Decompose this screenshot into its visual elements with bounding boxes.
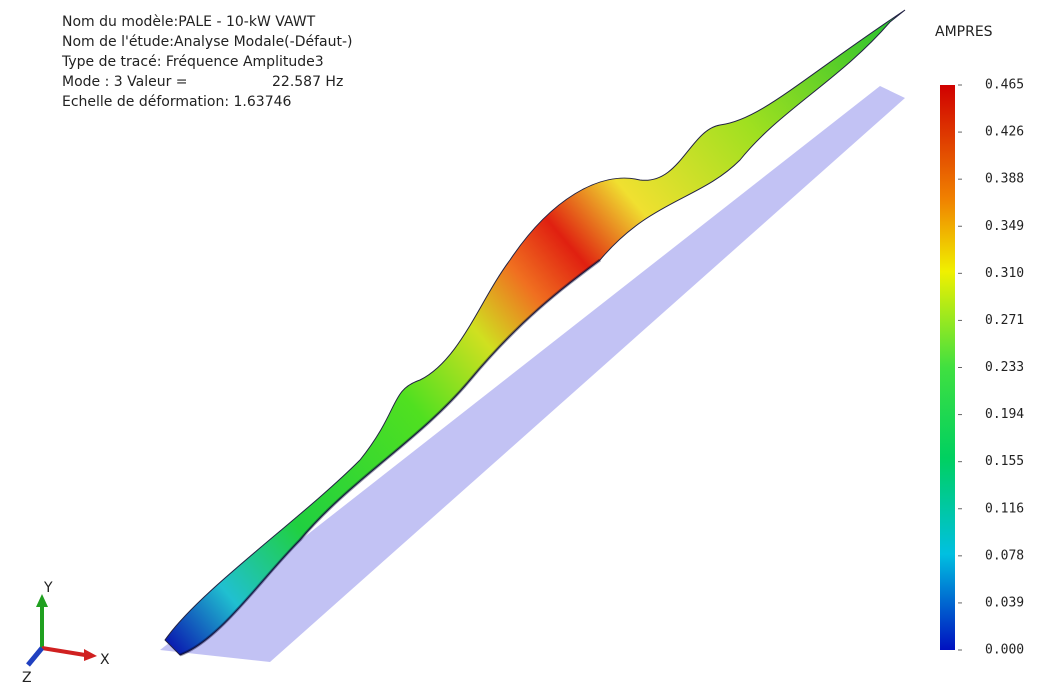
study-info: Nom du modèle:PALE - 10-kW VAWT Nom de l'…: [61, 14, 352, 110]
viewport: Nom du modèle:PALE - 10-kW VAWT Nom de l'…: [0, 0, 1037, 693]
info-line: Nom de l'étude:Analyse Modale(-Défaut-): [62, 34, 352, 50]
z-axis-arrow: [28, 648, 42, 665]
legend-ticks: 0.465 0.426 0.388 0.349 0.310 0.271 0.233 0.194…: [958, 78, 1024, 658]
tick-label: 0.388: [985, 172, 1024, 187]
mode-value: 22.587 Hz: [272, 74, 343, 90]
tick-label: 0.310: [985, 266, 1024, 281]
x-label: X: [100, 652, 110, 668]
color-bar: [940, 85, 955, 650]
tick-label: 0.039: [985, 595, 1024, 610]
tick-label: 0.465: [985, 78, 1024, 93]
info-line: Type de tracé: Fréquence Amplitude3: [61, 54, 324, 70]
deformation-scale: Echelle de déformation: 1.63746: [62, 94, 292, 110]
axis-triad: Y X Z: [22, 580, 110, 686]
tick-label: 0.349: [985, 219, 1024, 234]
tick-label: 0.155: [985, 454, 1024, 469]
tick-label: 0.000: [985, 643, 1024, 658]
x-axis-arrow: [42, 648, 85, 655]
tick-label: 0.116: [985, 501, 1024, 516]
tick-label: 0.426: [985, 125, 1024, 140]
page: Nom du modèle:PALE - 10-kW VAWT Nom de l'…: [0, 0, 1037, 693]
legend-title: AMPRES: [935, 24, 993, 40]
x-arrow-head: [84, 649, 97, 661]
tick-label: 0.194: [985, 407, 1024, 422]
mode-label: Mode : 3 Valeur =: [62, 74, 188, 90]
z-label: Z: [22, 670, 32, 686]
undeformed-plane: [160, 86, 905, 662]
tick-label: 0.271: [985, 313, 1024, 328]
y-label: Y: [43, 580, 53, 596]
info-line: Nom du modèle:PALE - 10-kW VAWT: [62, 14, 316, 30]
tick-label: 0.078: [985, 548, 1024, 563]
tick-label: 0.233: [985, 360, 1024, 375]
